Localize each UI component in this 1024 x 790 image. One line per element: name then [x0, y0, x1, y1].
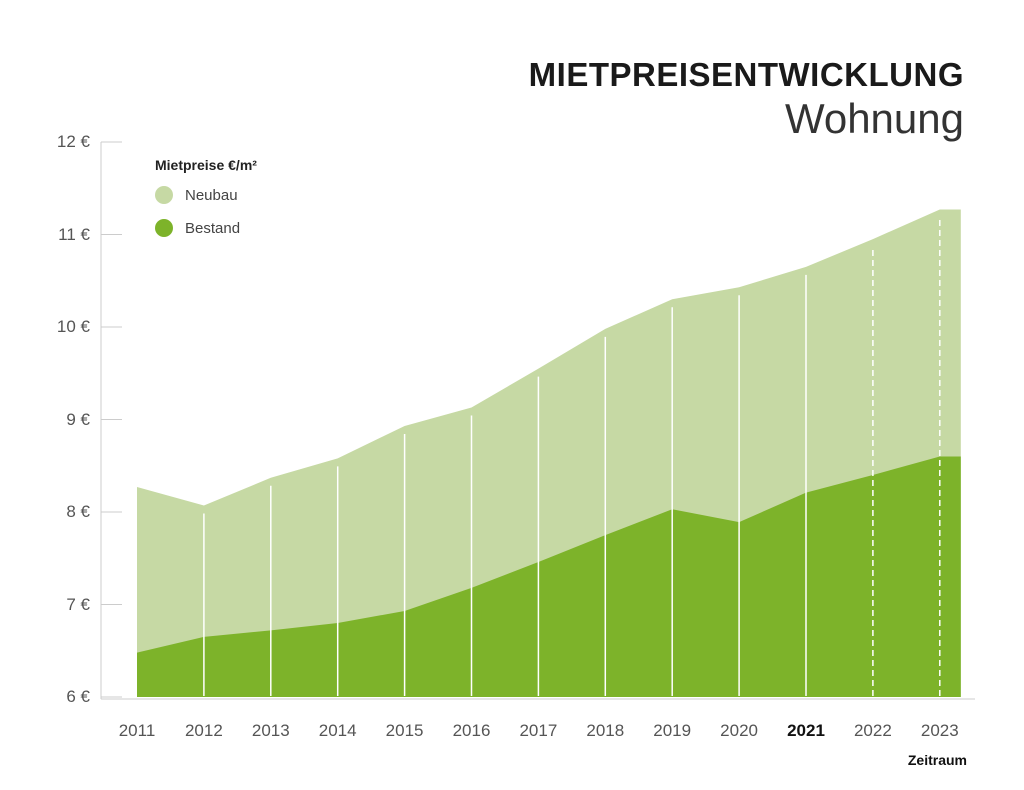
legend: Mietpreise €/m² Neubau Bestand — [155, 157, 257, 251]
legend-item-bestand: Bestand — [155, 218, 257, 238]
legend-label-bestand: Bestand — [185, 219, 241, 237]
x-tick-label: 2014 — [318, 721, 357, 740]
y-tick-label: 11 € — [58, 224, 90, 244]
x-tick-label: 2011 — [118, 721, 156, 740]
y-tick-label: 7 € — [66, 594, 90, 614]
legend-label-neubau: Neubau — [185, 186, 238, 204]
x-tick-label: 2021 — [787, 721, 825, 740]
x-tick-label: 2013 — [251, 721, 290, 740]
x-tick-label: 2017 — [519, 721, 558, 740]
chart-subtitle: Wohnung — [784, 95, 964, 142]
x-tick-label: 2019 — [653, 721, 692, 740]
x-tick-label: 2023 — [920, 721, 959, 740]
x-tick-label: 2015 — [385, 721, 424, 740]
chart-title: MIETPREISENTWICKLUNG — [528, 56, 964, 93]
legend-swatch-bestand — [155, 219, 173, 237]
y-tick-label: 12 € — [56, 132, 90, 151]
y-tick-label: 8 € — [66, 502, 90, 521]
x-axis-label: Zeitraum — [907, 752, 967, 768]
x-tick-label: 2012 — [184, 721, 223, 740]
legend-swatch-neubau — [155, 186, 173, 204]
area-bestand — [137, 456, 961, 697]
y-tick-label: 10 € — [56, 317, 90, 336]
legend-title: Mietpreise €/m² — [155, 157, 257, 173]
legend-item-neubau: Neubau — [155, 185, 257, 205]
y-tick-label: 9 € — [66, 409, 90, 429]
x-tick-label: 2020 — [720, 721, 759, 740]
x-tick-label: 2018 — [586, 721, 625, 740]
x-tick-label: 2016 — [452, 721, 491, 740]
x-tick-label: 2022 — [853, 721, 892, 740]
y-tick-label: 6 € — [66, 687, 90, 706]
